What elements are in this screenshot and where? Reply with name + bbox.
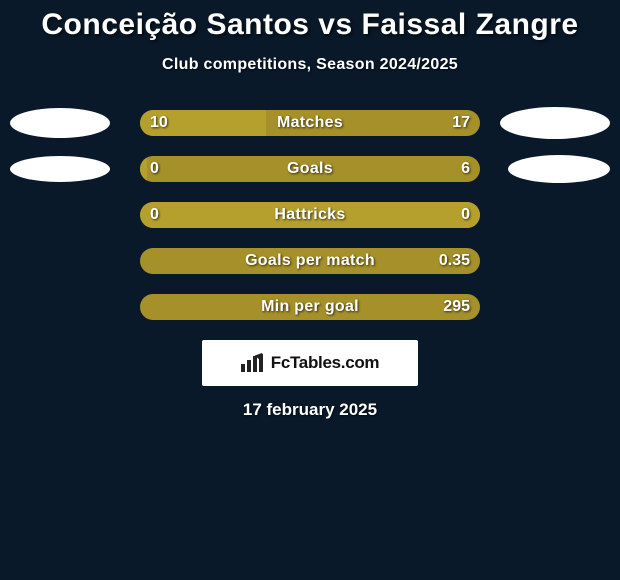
page-title: Conceição Santos vs Faissal Zangre [0,8,620,42]
player-ellipse-left [10,156,110,182]
stat-bar: 00Hattricks [140,202,480,228]
stat-value-left: 10 [150,114,168,132]
stat-row: 1017Matches [0,110,620,136]
bar-fill-left [140,156,147,182]
page-subtitle: Club competitions, Season 2024/2025 [0,56,620,74]
stat-value-right: 17 [452,114,470,132]
stat-value-right: 295 [443,298,470,316]
stat-row: 00Hattricks [0,202,620,228]
player-ellipse-left [10,108,110,138]
stat-value-left: 0 [150,206,159,224]
stat-bar: 295Min per goal [140,294,480,320]
stat-value-right: 0 [461,206,470,224]
stat-label: Goals [140,160,480,178]
stat-bar: 0.35Goals per match [140,248,480,274]
stat-bar: 0 6Goals [140,156,480,182]
stat-value-right: 0.35 [439,252,470,270]
stat-row: 0 6Goals [0,156,620,182]
stat-bar: 1017Matches [140,110,480,136]
stats-area: 1017Matches06Goals00Hattricks0.35Goals p… [0,110,620,320]
stat-value-right: 6 [461,160,470,178]
date-line: 17 february 2025 [0,400,620,420]
stat-label: Min per goal [140,298,480,316]
bar-fill-left [140,202,480,228]
player-ellipse-right [500,107,610,139]
stat-label: Goals per match [140,252,480,270]
chart-icon [241,354,263,372]
comparison-infographic: Conceição Santos vs Faissal Zangre Club … [0,0,620,420]
stat-row: 295Min per goal [0,294,620,320]
stat-row: 0.35Goals per match [0,248,620,274]
stat-value-left: 0 [150,160,159,178]
branding-badge: FcTables.com [202,340,418,386]
branding-text: FcTables.com [271,353,380,373]
player-ellipse-right [508,155,610,183]
